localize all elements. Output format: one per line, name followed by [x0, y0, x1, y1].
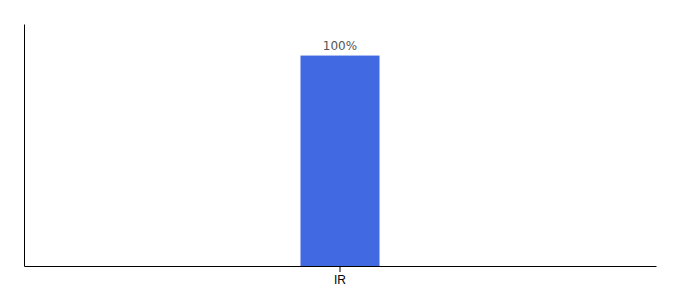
y-axis	[24, 25, 25, 267]
plot: IR 100%	[25, 25, 657, 287]
x-tick-label: IR	[334, 273, 346, 287]
y-axis-line	[24, 25, 25, 267]
x-tick: IR	[334, 266, 346, 287]
bars	[301, 56, 380, 266]
chart: IR 100%	[0, 0, 680, 300]
data-label: 100%	[323, 39, 357, 53]
x-axis: IR	[25, 266, 657, 287]
x-tick-mark	[340, 266, 341, 272]
data-labels: 100%	[323, 39, 357, 53]
bar	[301, 56, 380, 266]
